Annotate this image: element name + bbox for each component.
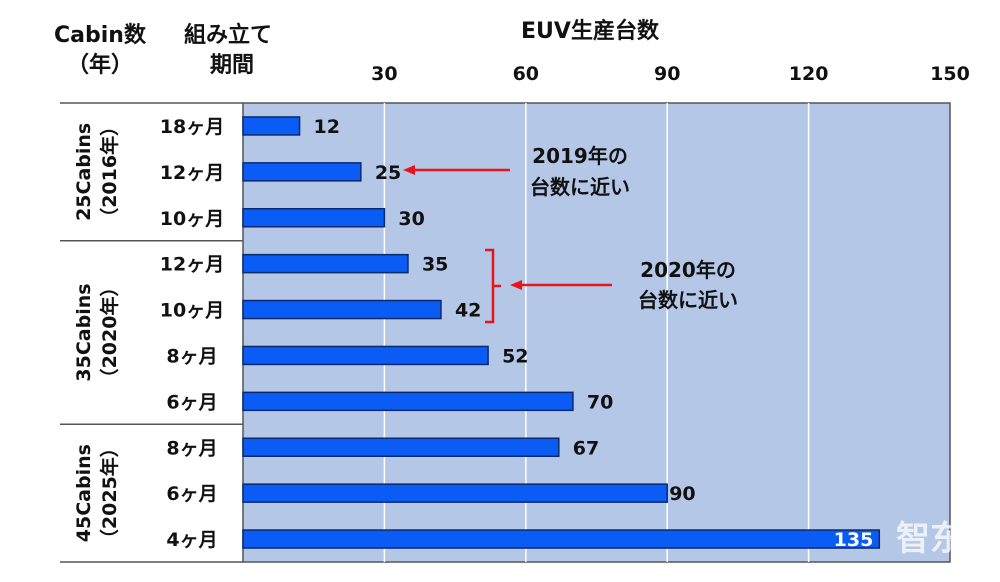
watermark: 智东西 zhidx.com xyxy=(894,519,998,575)
data-label: 30 xyxy=(398,208,424,230)
group-label: 25Cabins xyxy=(73,123,95,221)
data-label: 67 xyxy=(573,437,599,459)
header-period: 期間 xyxy=(210,53,254,78)
x-tick-label: 90 xyxy=(654,63,680,85)
watermark-logo: 智东西 xyxy=(896,519,998,559)
group-year-label: （2025年） xyxy=(98,438,121,548)
group-year-label: （2020年） xyxy=(98,278,121,388)
bar xyxy=(242,391,574,412)
category-label: 8ヶ月 xyxy=(166,345,217,367)
annotation-text: 2020年の xyxy=(640,258,736,282)
category-label: 4ヶ月 xyxy=(166,529,217,551)
watermark-url: zhidx.com xyxy=(894,564,996,575)
category-label: 6ヶ月 xyxy=(166,483,217,505)
category-label: 10ヶ月 xyxy=(160,208,224,230)
data-label: 42 xyxy=(455,300,481,322)
x-tick-label: 120 xyxy=(789,63,829,85)
group-label: 35Cabins xyxy=(73,283,95,381)
bar xyxy=(242,208,386,228)
bar xyxy=(242,345,489,366)
data-label: 25 xyxy=(375,162,401,184)
data-label: 35 xyxy=(422,254,448,276)
category-label: 12ヶ月 xyxy=(160,162,224,184)
data-label: 12 xyxy=(314,116,340,138)
x-tick-label: 150 xyxy=(930,63,970,85)
bar xyxy=(242,529,881,549)
header-cabin-count: Cabin数 xyxy=(54,22,147,48)
category-label: 8ヶ月 xyxy=(166,437,217,459)
data-label: 52 xyxy=(502,345,528,367)
x-tick-label: 60 xyxy=(513,63,539,85)
annotation-arrowhead xyxy=(403,165,415,175)
header-assembly: 組み立て xyxy=(184,22,272,48)
x-tick-label: 30 xyxy=(371,63,397,85)
data-label: 135 xyxy=(834,529,874,551)
annotation-arrowhead xyxy=(510,280,522,290)
group-label: 45Cabins xyxy=(73,444,95,542)
header-cabin-year: （年） xyxy=(67,52,133,78)
category-label: 10ヶ月 xyxy=(160,300,224,322)
group-year-label: （2016年） xyxy=(98,117,121,227)
data-label: 90 xyxy=(669,483,695,505)
bar xyxy=(242,253,409,274)
annotation-bracket xyxy=(485,248,501,324)
bar xyxy=(242,299,442,320)
bar xyxy=(242,162,362,182)
bar xyxy=(242,116,301,136)
annotation-text: 2019年の xyxy=(532,144,628,168)
bar xyxy=(242,437,560,457)
category-label: 12ヶ月 xyxy=(160,254,224,276)
annotation-text: 台数に近い xyxy=(638,288,738,312)
annotation-text: 台数に近い xyxy=(530,175,630,199)
category-label: 6ヶ月 xyxy=(166,391,217,413)
category-label: 18ヶ月 xyxy=(160,116,224,138)
data-label: 70 xyxy=(587,391,613,413)
chart-title: EUV生産台数 xyxy=(521,18,660,44)
bar xyxy=(242,483,668,503)
